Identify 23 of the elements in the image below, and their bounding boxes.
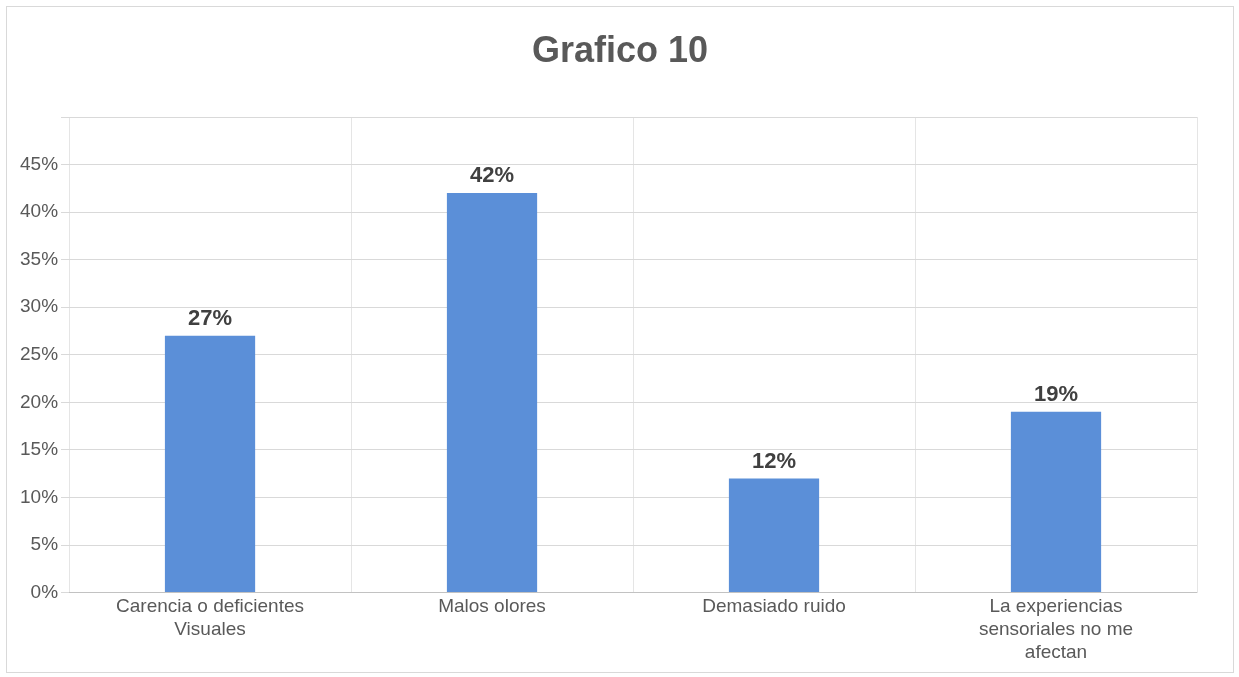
data-label: 12% (751, 447, 797, 473)
y-tick-label: 45% (20, 152, 59, 174)
bar (1010, 411, 1102, 593)
y-tick-label: 15% (20, 438, 59, 460)
bar (164, 335, 256, 593)
data-label: 27% (188, 304, 233, 330)
bar (728, 478, 820, 593)
y-tick-label: 10% (20, 485, 59, 507)
data-label: 42% (469, 162, 515, 188)
x-tick-label: Carencia o deficientes Visuales (116, 595, 305, 640)
y-tick-label: 5% (30, 533, 59, 555)
y-tick-label: 30% (20, 295, 59, 317)
x-tick-label: Demasiado ruido (702, 595, 846, 617)
y-tick-label: 0% (30, 580, 59, 602)
x-tick-label: Malos olores (438, 595, 546, 617)
y-tick-label: 40% (20, 200, 59, 222)
y-tick-label: 25% (20, 343, 59, 365)
bar (446, 193, 538, 593)
chart-title: Grafico 10 (530, 29, 710, 71)
x-tick-label: La experiencias sensoriales no me afectan (978, 595, 1134, 662)
y-tick-label: 35% (20, 247, 59, 269)
y-tick-label: 20% (20, 390, 59, 412)
data-label: 19% (1033, 380, 1079, 406)
